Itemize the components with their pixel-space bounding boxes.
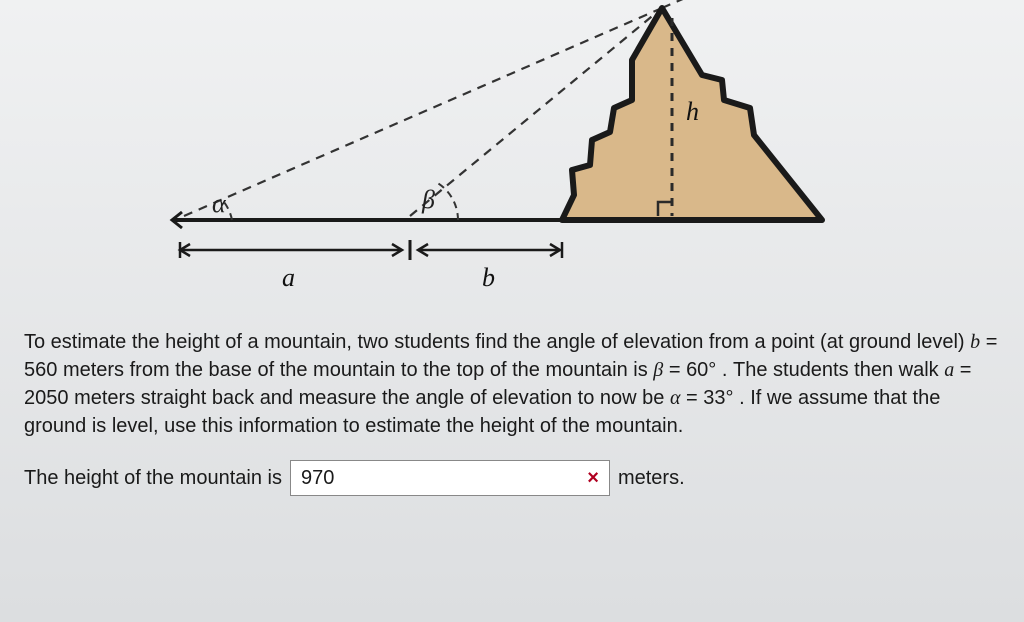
mountain-diagram: α β a b h bbox=[162, 0, 862, 310]
eq-1: = bbox=[986, 331, 998, 353]
answer-input-box[interactable]: 970 × bbox=[290, 460, 610, 496]
diagram-svg: α β a b h bbox=[162, 0, 862, 310]
incorrect-icon: × bbox=[581, 467, 599, 490]
beta-arc bbox=[436, 182, 458, 220]
var-a: a bbox=[944, 359, 954, 381]
text-seg-2: meters from the base of the mountain to … bbox=[63, 359, 653, 381]
h-label: h bbox=[686, 97, 699, 126]
text-seg-4: meters straight back and measure the ang… bbox=[74, 387, 670, 409]
var-b: b bbox=[970, 331, 980, 353]
answer-value: 970 bbox=[301, 467, 581, 490]
text-seg-intro: To estimate the height of a mountain, tw… bbox=[24, 331, 970, 353]
b-label: b bbox=[482, 263, 495, 292]
text-seg-3: . The students then walk bbox=[722, 359, 944, 381]
eq-3: = bbox=[960, 359, 972, 381]
var-beta: β bbox=[653, 359, 663, 381]
val-a: 2050 bbox=[24, 387, 69, 409]
beta-label: β bbox=[421, 185, 435, 214]
problem-statement: To estimate the height of a mountain, tw… bbox=[0, 310, 1024, 440]
val-alpha: 33° bbox=[703, 387, 733, 409]
var-alpha: α bbox=[670, 387, 681, 409]
answer-prompt: The height of the mountain is bbox=[24, 467, 282, 490]
eq-2: = bbox=[669, 359, 686, 381]
eq-4: = bbox=[686, 387, 703, 409]
val-b: 560 bbox=[24, 359, 57, 381]
a-label: a bbox=[282, 263, 295, 292]
peak-extension bbox=[662, 0, 692, 8]
alpha-label: α bbox=[212, 189, 227, 218]
answer-units: meters. bbox=[618, 467, 685, 490]
page-container: α β a b h To estimate the height of a mo… bbox=[0, 0, 1024, 622]
answer-row: The height of the mountain is 970 × mete… bbox=[0, 440, 1024, 496]
val-beta: 60° bbox=[686, 359, 716, 381]
